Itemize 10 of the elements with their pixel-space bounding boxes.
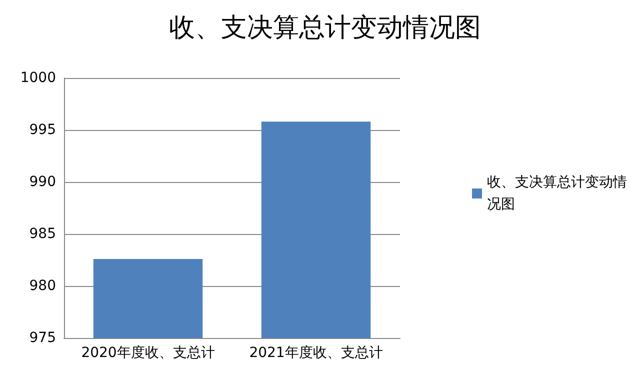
y-tick-label: 995 <box>29 122 56 138</box>
y-tick-label: 980 <box>29 278 56 294</box>
legend-label: 收、支决算总计变动情况图 <box>487 174 627 212</box>
y-tick-label: 990 <box>29 174 56 190</box>
x-tick-label: 2021年度收、支总计 <box>249 345 383 361</box>
x-tick-label: 2020年度收、支总计 <box>81 345 215 361</box>
y-tick-label: 985 <box>29 226 56 242</box>
y-tick-label: 975 <box>29 330 56 346</box>
chart-title: 收、支决算总计变动情况图 <box>169 13 481 43</box>
y-tick-label: 1000 <box>20 70 56 86</box>
